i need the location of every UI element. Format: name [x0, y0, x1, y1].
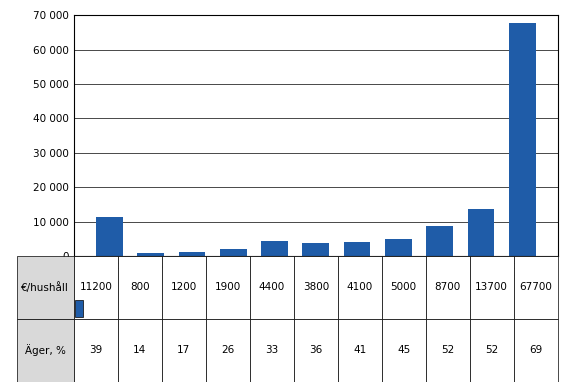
- Bar: [385, 239, 412, 256]
- Bar: [468, 209, 494, 256]
- FancyBboxPatch shape: [75, 300, 83, 317]
- Bar: [302, 243, 329, 256]
- Bar: [179, 252, 205, 256]
- Bar: [344, 242, 370, 256]
- Bar: [426, 226, 453, 256]
- Bar: [96, 217, 123, 256]
- Bar: [509, 23, 535, 256]
- Bar: [261, 241, 288, 256]
- Bar: [137, 253, 164, 256]
- Bar: [220, 249, 246, 256]
